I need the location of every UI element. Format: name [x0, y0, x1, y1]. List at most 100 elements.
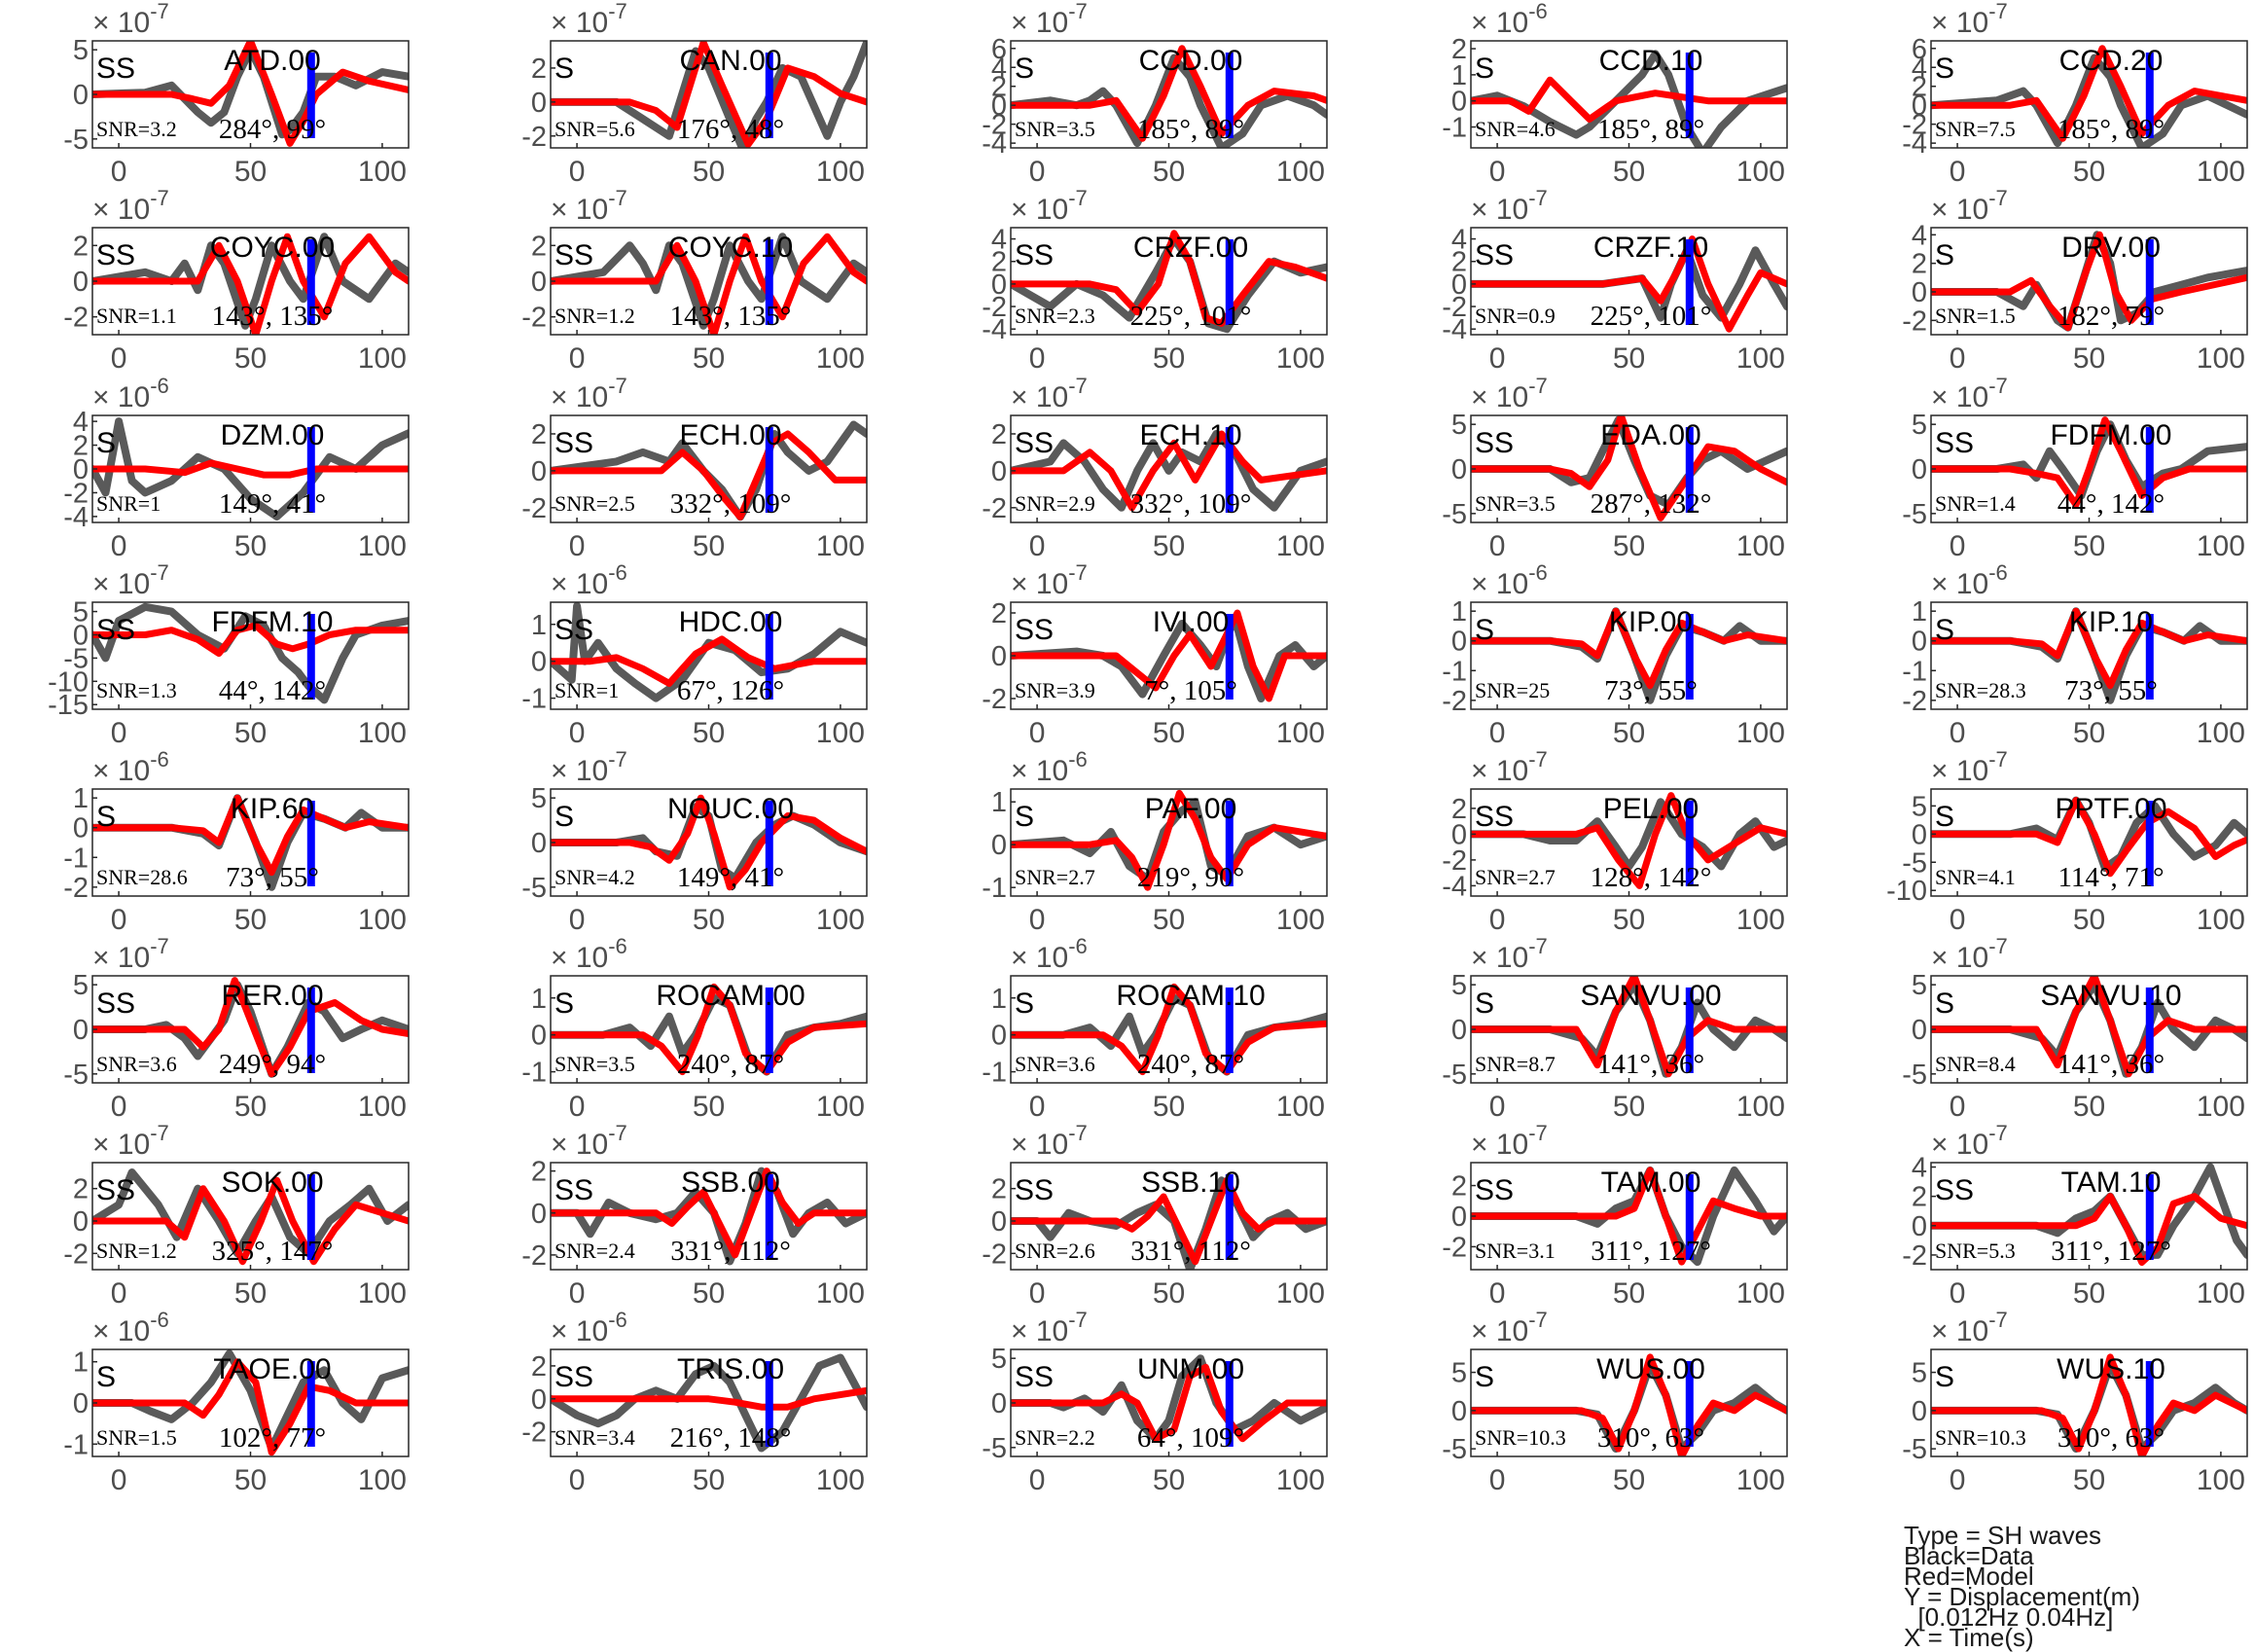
- y-exponent-label: × 10-6: [551, 560, 627, 600]
- snr-label: SNR=28.3: [1935, 678, 2026, 702]
- x-tick-label: 0: [1950, 156, 1966, 188]
- y-tick-label: 0: [991, 456, 1007, 487]
- model-trace: [92, 622, 409, 658]
- panel-taoe-00: 0 50 100 1 0 -1 × 10-6 S TAOE.00 SNR=1.5 102°, 77°: [63, 1308, 410, 1496]
- station-label: ECH.10: [1139, 419, 1241, 451]
- y-exponent-label: × 10-7: [551, 374, 627, 413]
- snr-label: SNR=25: [1475, 678, 1550, 702]
- x-tick-label: 0: [1029, 156, 1046, 188]
- y-tick-label: 4: [1912, 220, 1927, 251]
- x-tick-label: 100: [1276, 904, 1325, 936]
- y-exponent-label: × 10-7: [1931, 934, 2008, 974]
- station-label: CCD.00: [1139, 45, 1243, 77]
- azimuth-label: 176°, 48°: [677, 114, 784, 145]
- y-exponent-label: × 10-7: [1471, 934, 1548, 974]
- azimuth-label: 216°, 148°: [670, 1422, 792, 1454]
- station-label: ECH.00: [679, 419, 781, 451]
- phase-label: SS: [1475, 427, 1514, 459]
- x-tick-label: 100: [358, 717, 407, 749]
- model-trace: [1011, 430, 1327, 512]
- y-exponent-label: × 10-6: [92, 747, 169, 787]
- y-exponent-label: × 10-6: [92, 374, 169, 413]
- station-label: KIP.60: [231, 793, 314, 825]
- y-tick-label: 2: [531, 231, 547, 262]
- azimuth-label: 287°, 132°: [1591, 488, 1712, 520]
- snr-label: SNR=2.5: [555, 491, 635, 516]
- y-tick-label: -5: [1442, 1059, 1467, 1091]
- y-tick-label: -5: [1442, 499, 1467, 530]
- x-tick-label: 0: [111, 1464, 127, 1496]
- x-tick-label: 100: [2197, 342, 2245, 375]
- x-tick-label: 0: [1029, 1091, 1046, 1123]
- azimuth-label: 44°, 142°: [2057, 488, 2165, 520]
- snr-label: SNR=3.5: [555, 1052, 635, 1076]
- phase-label: S: [1475, 988, 1494, 1020]
- phase-label: SS: [1015, 239, 1054, 271]
- y-tick-label: -1: [1902, 656, 1927, 687]
- station-label: TAOE.00: [213, 1353, 331, 1385]
- x-tick-label: 50: [234, 1277, 267, 1310]
- x-tick-label: 0: [569, 717, 586, 749]
- phase-label: S: [1935, 239, 1954, 271]
- y-exponent-label: × 10-7: [551, 747, 627, 787]
- y-tick-label: -5: [521, 873, 547, 904]
- x-tick-label: 50: [693, 342, 725, 375]
- x-tick-label: 100: [1736, 342, 1785, 375]
- y-tick-label: -2: [63, 303, 89, 334]
- y-tick-label: -4: [1442, 871, 1467, 902]
- model-trace: [92, 977, 409, 1078]
- y-tick-label: 5: [531, 783, 547, 814]
- y-exponent-label: × 10-6: [551, 934, 627, 974]
- legend-y: Y = Displacement(m): [1904, 1582, 2140, 1611]
- data-trace: [92, 602, 409, 704]
- data-trace: [551, 41, 867, 148]
- x-tick-label: 50: [2073, 342, 2105, 375]
- y-exponent-label: × 10-6: [1011, 934, 1088, 974]
- panel-ssb-00: 0 50 100 2 0 -2 × 10-7 SS SSB.00 SNR=2.4 331°, 112…: [521, 1121, 868, 1310]
- station-label: SANVU.10: [2040, 980, 2181, 1012]
- azimuth-label: 311°, 127°: [1591, 1236, 1711, 1267]
- x-tick-label: 100: [358, 1464, 407, 1496]
- y-tick-label: 5: [1451, 1358, 1467, 1389]
- x-tick-label: 0: [569, 342, 586, 375]
- panel-paf-00: 0 50 100 1 0 -1 × 10-6 S PAF.00 SNR=2.7 219°, 90°: [982, 747, 1328, 936]
- model-trace: [1931, 45, 2247, 142]
- model-trace: [1471, 76, 1787, 123]
- y-tick-label: 5: [73, 597, 89, 628]
- model-trace: [1471, 976, 1787, 1078]
- model-trace: [1931, 797, 2247, 878]
- x-tick-label: 100: [2197, 530, 2245, 562]
- x-tick-label: 0: [1489, 156, 1506, 188]
- snr-label: SNR=10.3: [1475, 1425, 1566, 1450]
- azimuth-label: 44°, 142°: [219, 675, 326, 706]
- y-tick-label: -2: [1442, 1232, 1467, 1263]
- x-tick-label: 100: [816, 342, 865, 375]
- y-tick-label: 0: [991, 1206, 1007, 1238]
- data-trace: [1011, 613, 1327, 702]
- y-tick-label: 2: [73, 231, 89, 262]
- x-tick-label: 50: [2073, 717, 2105, 749]
- azimuth-label: 331°, 112°: [1130, 1236, 1251, 1267]
- y-exponent-label: × 10-7: [1471, 186, 1548, 226]
- y-tick-label: 4: [73, 407, 89, 438]
- snr-label: SNR=4.1: [1935, 865, 2016, 889]
- x-tick-label: 100: [1276, 156, 1325, 188]
- y-tick-label: 0: [1451, 1015, 1467, 1046]
- snr-label: SNR=5.6: [555, 117, 635, 141]
- y-exponent-label: × 10-7: [1011, 1121, 1088, 1161]
- y-exponent-label: × 10-7: [1011, 1308, 1088, 1347]
- data-trace: [1471, 798, 1787, 871]
- x-tick-label: 100: [816, 717, 865, 749]
- y-tick-label: -2: [521, 1240, 547, 1272]
- y-tick-label: 0: [73, 620, 89, 651]
- data-trace: [551, 1353, 867, 1453]
- y-tick-label: -5: [1902, 499, 1927, 530]
- x-tick-label: 50: [2073, 530, 2105, 562]
- phase-label: S: [1475, 614, 1494, 646]
- x-tick-label: 0: [1489, 342, 1506, 375]
- y-tick-label: -2: [1902, 686, 1927, 717]
- x-tick-label: 50: [234, 1091, 267, 1123]
